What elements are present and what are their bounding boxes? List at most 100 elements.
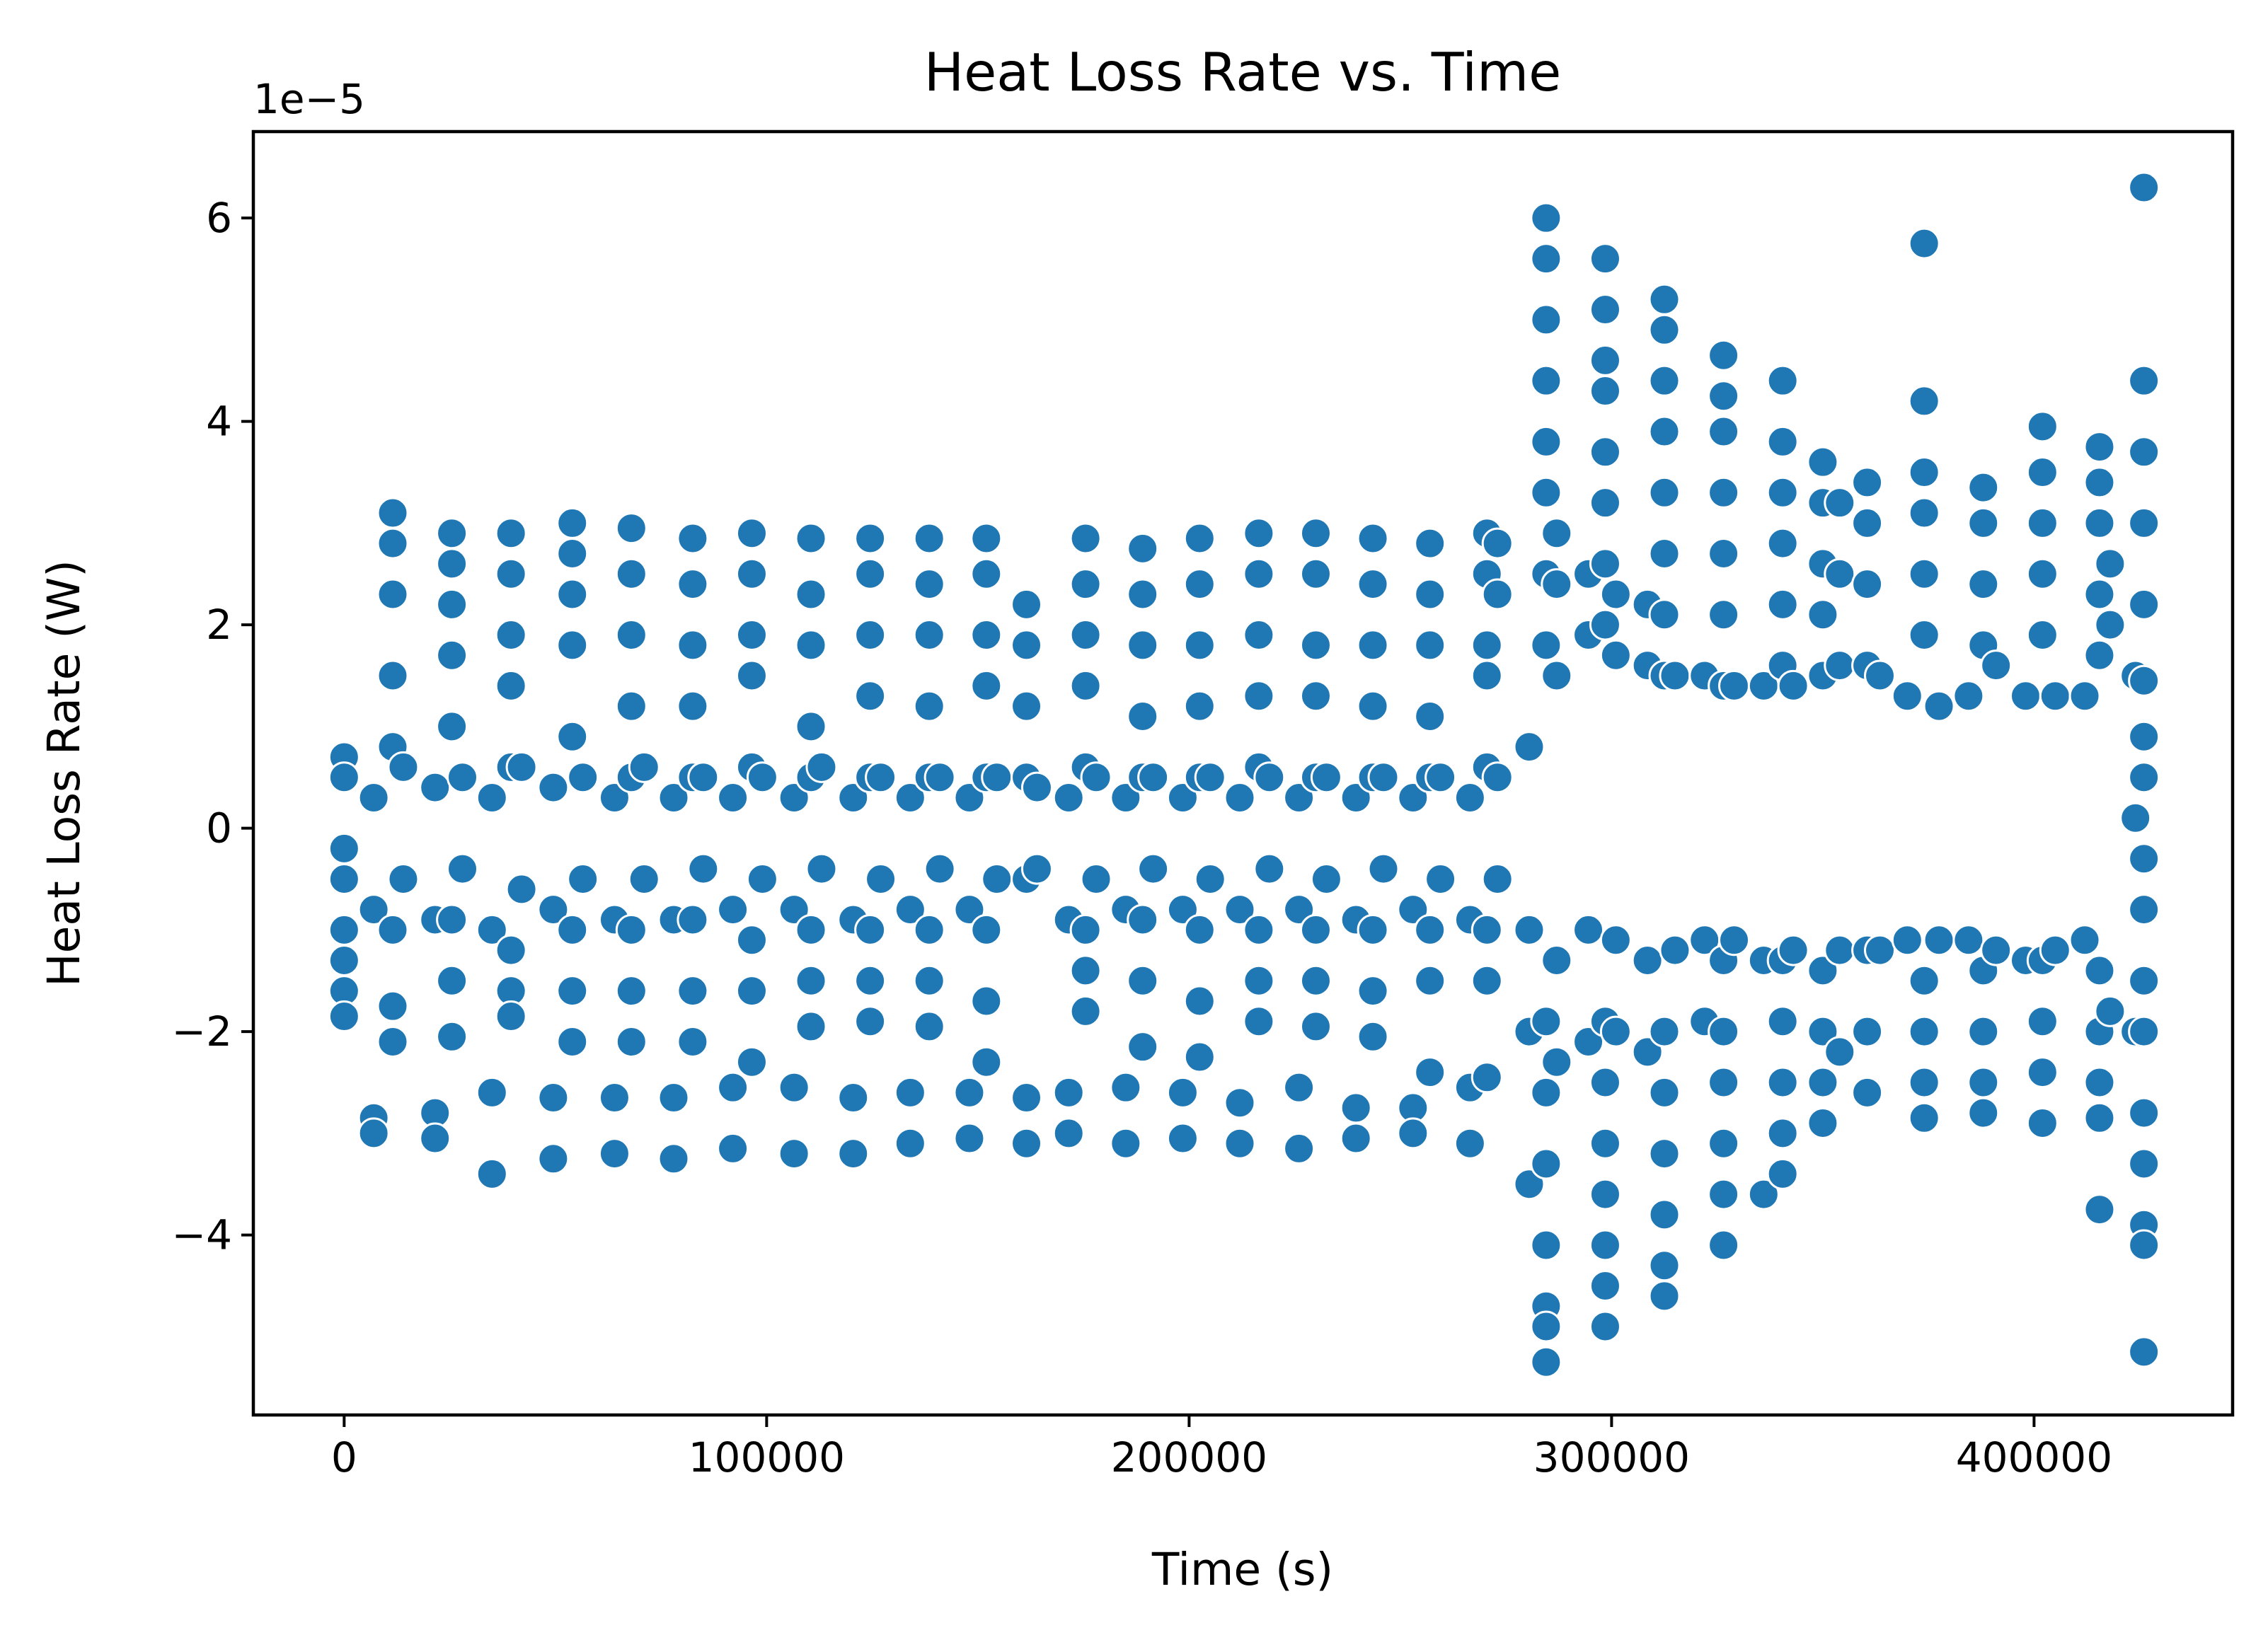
scatter-point <box>805 751 838 783</box>
scatter-point <box>1648 364 1681 397</box>
scatter-point <box>1648 1076 1681 1109</box>
scatter-point <box>1299 629 1332 661</box>
scatter-point <box>1224 781 1256 814</box>
scatter-point <box>717 781 749 814</box>
scatter-point <box>376 913 409 946</box>
scatter-point <box>447 853 479 885</box>
scatter-point <box>1069 522 1102 555</box>
y-tick-label: 6 <box>206 194 232 242</box>
scatter-point <box>1283 1132 1316 1165</box>
scatter-point <box>1708 1229 1740 1261</box>
scatter-point <box>556 538 589 570</box>
scatter-point <box>1367 761 1400 794</box>
scatter-point <box>2009 680 2042 712</box>
scatter-point <box>970 557 1003 590</box>
scatter-point <box>1980 934 2013 966</box>
scatter-point <box>1851 568 1884 601</box>
scatter-point <box>953 894 986 926</box>
scatter-point <box>953 781 986 814</box>
scatter-point <box>1952 680 1985 712</box>
scatter-point <box>1299 517 1332 550</box>
scatter-point <box>1648 476 1681 509</box>
scatter-point <box>328 944 360 976</box>
scatter-point <box>657 1143 690 1175</box>
scatter-point <box>1052 781 1085 814</box>
scatter-point <box>1824 487 1856 519</box>
scatter-point <box>1766 1005 1799 1038</box>
scatter-point <box>2094 608 2126 641</box>
scatter-point <box>677 522 709 555</box>
scatter-point <box>1648 415 1681 448</box>
scatter-point <box>1824 934 1856 966</box>
scatter-point <box>376 527 409 560</box>
scatter-point <box>913 1010 945 1043</box>
scatter-point <box>1967 1015 2000 1048</box>
scatter-point <box>2083 431 2116 463</box>
scatter-point <box>615 557 647 590</box>
scatter-point <box>1708 1178 1740 1211</box>
scatter-point <box>328 832 360 865</box>
scatter-point <box>1470 629 1503 661</box>
scatter-point <box>357 894 390 926</box>
scatter-point <box>2119 802 2152 834</box>
scatter-point <box>1243 557 1275 590</box>
scatter-point <box>1052 1117 1085 1150</box>
y-axis-offset-label: 1e−5 <box>253 75 365 123</box>
scatter-point <box>1766 527 1799 560</box>
scatter-point <box>1718 669 1751 702</box>
scatter-point <box>556 578 589 611</box>
scatter-point <box>1530 425 1562 458</box>
scatter-point <box>1357 522 1389 555</box>
scatter-point <box>1589 487 1621 519</box>
scatter-point <box>1530 202 1562 234</box>
scatter-point <box>1851 1076 1884 1109</box>
scatter-point <box>677 568 709 601</box>
scatter-point <box>537 894 570 926</box>
scatter-point <box>537 771 570 804</box>
scatter-point <box>2128 1097 2160 1129</box>
scatter-point <box>1648 1280 1681 1312</box>
scatter-point <box>1648 1015 1681 1048</box>
scatter-point <box>357 1117 390 1150</box>
scatter-point <box>476 781 508 814</box>
scatter-point <box>1967 471 2000 504</box>
scatter-point <box>436 710 468 743</box>
scatter-point <box>1414 527 1446 560</box>
scatter-point <box>2128 364 2160 397</box>
scatter-point <box>1708 380 1740 412</box>
scatter-point <box>1243 1005 1275 1038</box>
scatter-point <box>1299 557 1332 590</box>
scatter-point <box>1080 761 1112 794</box>
scatter-point <box>1183 522 1216 555</box>
scatter-point <box>1908 1102 1940 1134</box>
scatter-point <box>598 1138 631 1170</box>
scatter-point <box>1470 659 1503 692</box>
scatter-point <box>1530 1346 1562 1378</box>
scatter-point <box>495 517 527 550</box>
scatter-point <box>1052 1076 1085 1109</box>
scatter-point <box>1069 995 1102 1027</box>
scatter-point <box>556 1025 589 1058</box>
scatter-point <box>735 557 768 590</box>
scatter-point <box>476 913 508 946</box>
scatter-point <box>687 761 720 794</box>
scatter-point <box>2128 1148 2160 1180</box>
scatter-point <box>1530 629 1562 661</box>
scatter-point <box>1470 1061 1503 1094</box>
scatter-point <box>1908 497 1940 529</box>
scatter-point <box>1357 629 1389 661</box>
scatter-point <box>2128 664 2160 697</box>
scatter-point <box>1908 456 1940 489</box>
scatter-point <box>894 781 926 814</box>
scatter-point <box>1708 1066 1740 1099</box>
scatter-point <box>2083 954 2116 987</box>
scatter-point <box>1851 466 1884 499</box>
x-axis-ticks: 0 100000 200000 300000 400000 <box>331 1415 2112 1481</box>
scatter-point <box>1541 659 1573 692</box>
scatter-point <box>1589 243 1621 275</box>
scatter-point <box>436 964 468 997</box>
scatter-point <box>328 1000 360 1033</box>
scatter-point <box>1589 375 1621 408</box>
scatter-point <box>970 669 1003 702</box>
scatter-point <box>677 629 709 661</box>
